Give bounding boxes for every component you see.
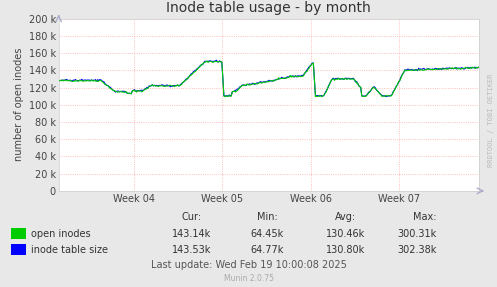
Text: 300.31k: 300.31k <box>397 229 436 239</box>
Text: RRDTOOL / TOBI OETIKER: RRDTOOL / TOBI OETIKER <box>488 74 494 167</box>
Text: Cur:: Cur: <box>181 212 201 222</box>
Text: open inodes: open inodes <box>31 229 90 239</box>
Text: inode table size: inode table size <box>31 245 108 255</box>
Text: 130.46k: 130.46k <box>326 229 365 239</box>
Text: 64.45k: 64.45k <box>251 229 284 239</box>
Text: 302.38k: 302.38k <box>397 245 436 255</box>
Text: Min:: Min: <box>257 212 278 222</box>
Title: Inode table usage - by month: Inode table usage - by month <box>166 1 371 15</box>
Text: 64.77k: 64.77k <box>250 245 284 255</box>
Text: 143.14k: 143.14k <box>172 229 211 239</box>
Text: Last update: Wed Feb 19 10:00:08 2025: Last update: Wed Feb 19 10:00:08 2025 <box>151 261 346 270</box>
Text: 130.80k: 130.80k <box>326 245 365 255</box>
Text: Munin 2.0.75: Munin 2.0.75 <box>224 274 273 283</box>
Y-axis label: number of open inodes: number of open inodes <box>14 48 24 162</box>
Text: Avg:: Avg: <box>335 212 356 222</box>
Text: Max:: Max: <box>413 212 436 222</box>
Text: 143.53k: 143.53k <box>171 245 211 255</box>
